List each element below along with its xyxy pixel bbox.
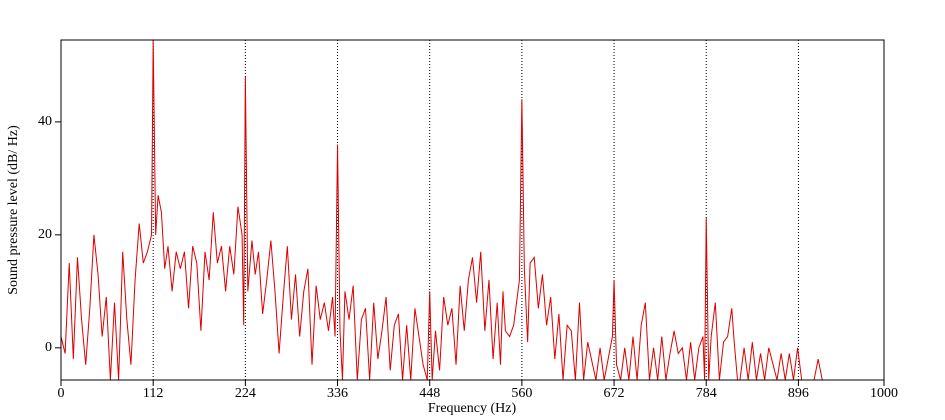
y-axis-label: Sound pressure level (dB/ Hz) [6,125,21,295]
x-tick-label: 224 [235,386,256,401]
x-tick-label: 896 [788,386,809,401]
x-tick-label: 784 [696,386,717,401]
plot-frame [60,39,885,381]
spectrum-line [61,40,884,380]
x-tick-label: 448 [419,386,440,401]
x-tick-label: 1000 [870,386,898,401]
x-tick-label: 0 [58,386,65,401]
x-tick-label: 336 [327,386,348,401]
x-axis-label: Frequency (Hz) [428,401,517,416]
x-tick-label: 672 [604,386,625,401]
y-tick-label: 40 [38,114,52,129]
y-tick-label: 20 [38,227,52,242]
x-tick-label: 560 [511,386,532,401]
x-tick-label: 112 [143,386,163,401]
y-tick-label: 0 [45,340,52,355]
